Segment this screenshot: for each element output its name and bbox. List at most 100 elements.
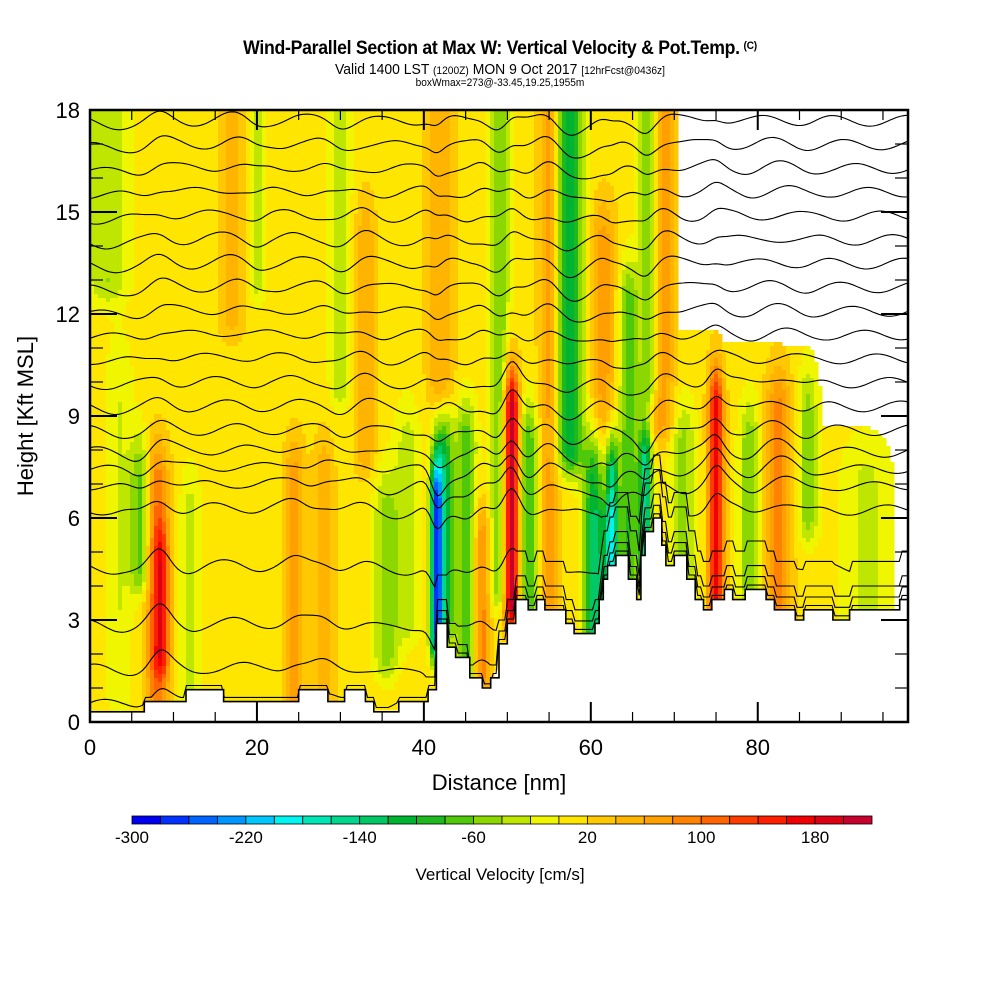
w-cell (326, 366, 335, 371)
w-cell (590, 362, 595, 367)
w-cell (786, 418, 791, 423)
w-cell (582, 170, 587, 175)
w-cell (246, 290, 251, 295)
w-cell (802, 354, 815, 359)
w-cell (718, 382, 723, 387)
w-cell (450, 162, 459, 167)
w-cell (814, 434, 819, 439)
w-cell (334, 202, 347, 207)
w-cell (614, 418, 619, 423)
w-cell (562, 434, 567, 439)
w-cell (634, 130, 639, 135)
w-cell (718, 374, 723, 379)
w-cell (486, 234, 491, 239)
w-cell (674, 318, 679, 323)
w-cell (522, 358, 539, 363)
w-cell (118, 414, 123, 419)
w-cell (486, 202, 491, 207)
w-cell (486, 394, 491, 399)
w-cell (582, 302, 587, 307)
w-cell (226, 122, 239, 127)
w-cell (582, 350, 587, 355)
w-cell (566, 294, 575, 299)
w-cell (618, 274, 623, 279)
w-cell (374, 382, 379, 387)
w-cell (758, 438, 763, 443)
w-cell (562, 310, 567, 315)
w-cell (634, 178, 639, 183)
w-cell (458, 186, 487, 191)
w-cell (378, 346, 423, 351)
w-cell (542, 374, 547, 379)
w-cell (530, 426, 535, 431)
w-cell (326, 306, 335, 311)
w-cell (534, 170, 543, 175)
w-cell (266, 206, 327, 211)
w-cell (578, 170, 583, 175)
w-cell (514, 126, 535, 131)
w-cell (358, 246, 375, 251)
w-cell (622, 414, 627, 419)
w-cell (618, 370, 623, 375)
w-cell (350, 246, 355, 251)
w-cell (142, 410, 335, 415)
w-cell (486, 414, 491, 419)
w-cell (722, 382, 727, 387)
w-cell (590, 334, 595, 339)
w-cell (582, 250, 587, 255)
w-cell (626, 302, 635, 307)
w-cell (266, 182, 327, 187)
w-cell (722, 378, 727, 383)
w-cell (642, 270, 651, 275)
w-cell (562, 174, 567, 179)
w-cell (654, 222, 659, 227)
w-cell (510, 214, 515, 219)
w-cell (598, 246, 611, 251)
w-cell (358, 374, 375, 379)
w-cell (90, 182, 123, 187)
w-cell (670, 218, 675, 223)
w-cell (794, 422, 799, 427)
w-cell (642, 190, 651, 195)
w-cell (550, 402, 555, 407)
w-cell (450, 322, 459, 327)
w-cell (450, 274, 459, 279)
w-cell (90, 174, 123, 179)
w-cell (762, 394, 767, 399)
w-cell (706, 390, 711, 395)
w-cell (518, 346, 539, 351)
w-cell (514, 186, 535, 191)
w-cell (770, 354, 791, 359)
w-cell (334, 190, 347, 195)
w-cell (246, 298, 251, 303)
w-cell (682, 434, 687, 439)
w-cell (350, 226, 355, 231)
w-cell (378, 354, 423, 359)
w-cell (146, 422, 151, 427)
w-cell (358, 414, 375, 419)
w-cell (326, 182, 335, 187)
w-cell (246, 266, 251, 271)
w-cell (266, 238, 327, 243)
w-cell (714, 398, 719, 403)
w-cell (226, 298, 239, 303)
w-cell (226, 262, 239, 267)
w-cell (678, 430, 683, 435)
w-cell (650, 310, 655, 315)
w-cell (486, 410, 491, 415)
w-cell (450, 422, 459, 427)
w-cell (514, 306, 535, 311)
w-cell (614, 330, 619, 335)
w-cell (706, 350, 715, 355)
w-cell (218, 330, 247, 335)
w-cell (758, 406, 763, 411)
w-cell (218, 138, 227, 143)
w-cell (790, 402, 795, 407)
w-cell (674, 122, 679, 127)
w-cell (262, 162, 267, 167)
w-cell (358, 278, 375, 283)
w-cell (506, 222, 511, 227)
w-cell (346, 342, 351, 347)
w-cell (334, 298, 347, 303)
w-cell (526, 414, 531, 419)
